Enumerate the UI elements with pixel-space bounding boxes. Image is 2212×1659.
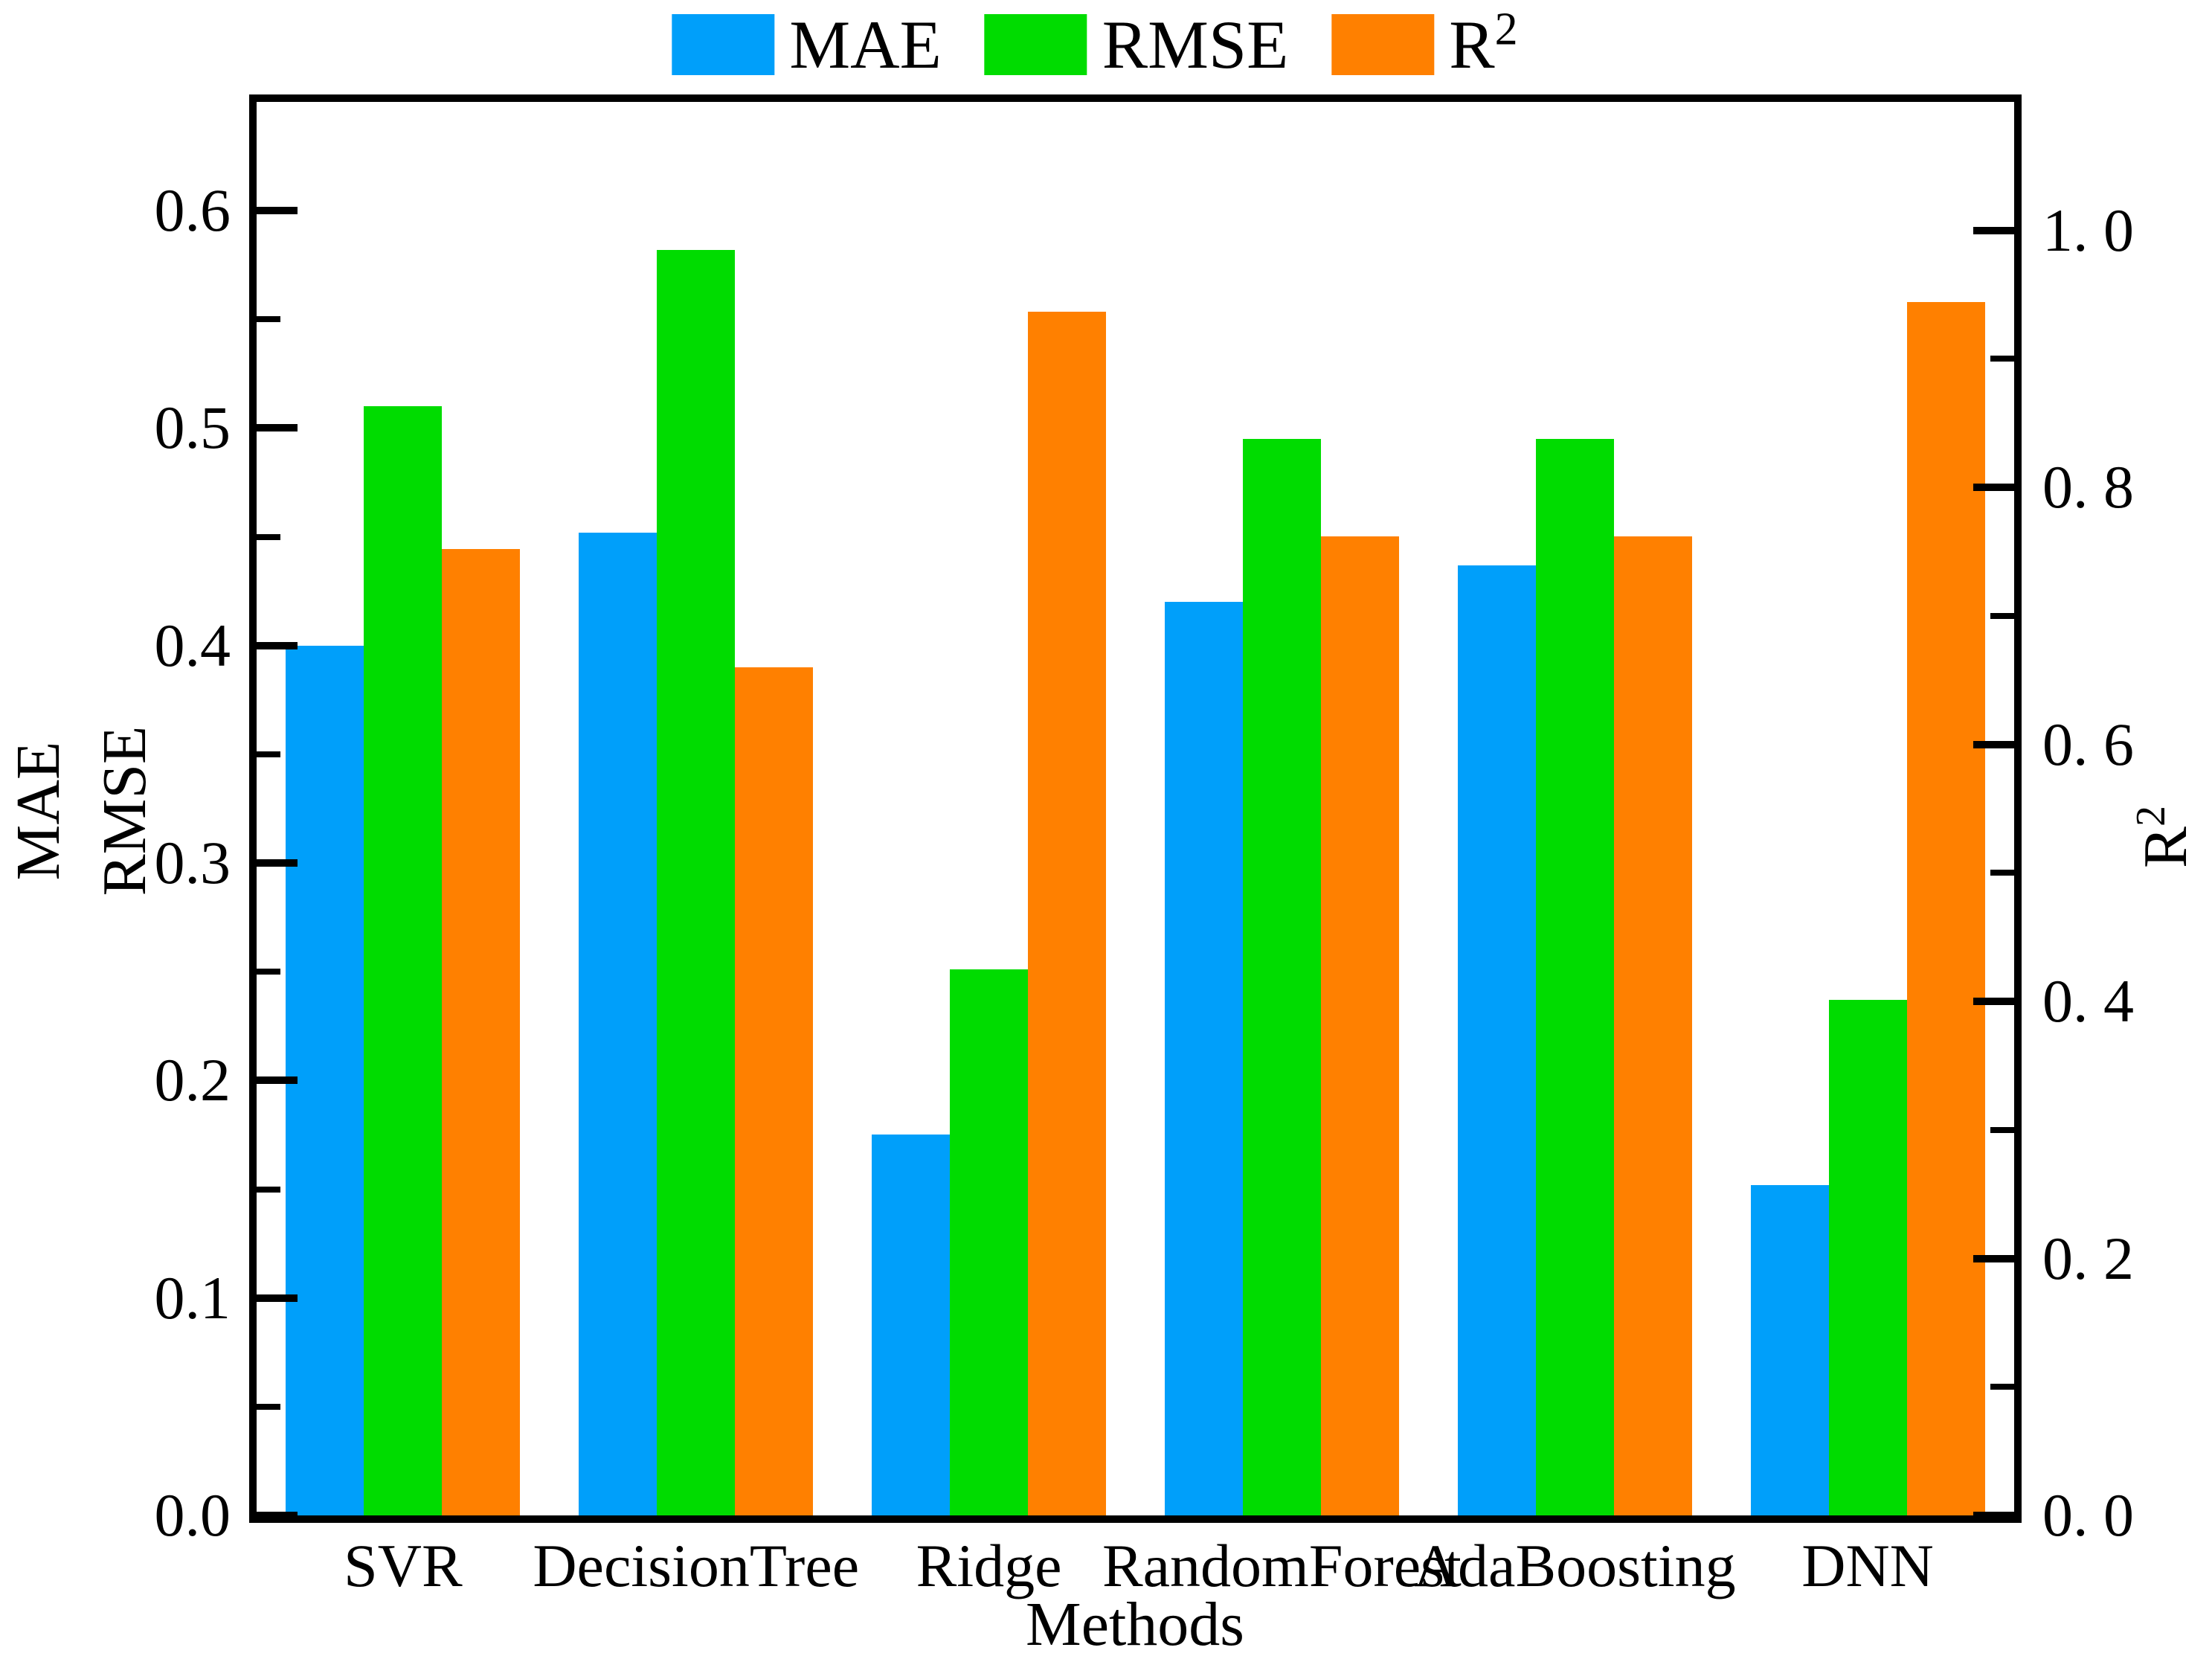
left-minor-tick bbox=[257, 533, 280, 540]
left-major-tick-0.6 bbox=[257, 207, 298, 215]
bar-rmse-decisiontree bbox=[657, 249, 736, 1515]
x-tick-label-svr: SVR bbox=[344, 1532, 463, 1599]
bar-rmse-randomforest bbox=[1242, 439, 1321, 1515]
right-major-tick-0.2 bbox=[1973, 1254, 2014, 1262]
bar-r2-ridge bbox=[1028, 311, 1107, 1515]
bar-rmse-dnn bbox=[1828, 1000, 1907, 1515]
plot-area bbox=[249, 94, 2022, 1523]
left-minor-tick bbox=[257, 1186, 280, 1193]
legend-item-mae: MAE bbox=[672, 7, 942, 83]
bar-rmse-ridge bbox=[950, 969, 1029, 1515]
left-tick-label-0.1: 0.1 bbox=[154, 1263, 231, 1332]
left-axis-title-mae: MAE bbox=[4, 741, 73, 881]
right-major-tick-1 bbox=[1973, 226, 2014, 234]
right-major-tick-0.6 bbox=[1973, 740, 2014, 748]
left-tick-label-0.6: 0.6 bbox=[154, 176, 231, 245]
x-tick-label-dnn: DNN bbox=[1801, 1532, 1934, 1599]
left-minor-tick bbox=[257, 316, 280, 323]
rmse-swatch bbox=[984, 14, 1087, 75]
bar-rmse-adaboosting bbox=[1535, 439, 1614, 1515]
left-minor-tick bbox=[257, 1403, 280, 1410]
legend-label-mae: MAE bbox=[789, 7, 942, 83]
bar-r2-svr bbox=[442, 549, 521, 1515]
bar-mae-randomforest bbox=[1164, 602, 1243, 1515]
legend-label-rmse: RMSE bbox=[1102, 7, 1289, 83]
right-tick-label-0: 0. 0 bbox=[2042, 1481, 2134, 1549]
left-tick-label-0.2: 0.2 bbox=[154, 1046, 231, 1114]
left-tick-label-0.5: 0.5 bbox=[154, 394, 231, 462]
left-minor-tick bbox=[257, 751, 280, 757]
right-tick-label-0.4: 0. 4 bbox=[2042, 967, 2134, 1036]
right-tick-label-0.8: 0. 8 bbox=[2042, 453, 2134, 522]
bar-r2-adaboosting bbox=[1613, 536, 1692, 1515]
x-tick-label-decisiontree: DecisionTree bbox=[533, 1532, 860, 1599]
right-axis-title: R2 bbox=[2128, 805, 2200, 869]
right-minor-tick bbox=[1990, 1384, 2014, 1390]
x-axis-title: Methods bbox=[1026, 1590, 1244, 1659]
bar-mae-dnn bbox=[1750, 1184, 1829, 1515]
right-minor-tick bbox=[1990, 356, 2014, 362]
right-major-tick-0.8 bbox=[1973, 484, 2014, 492]
right-tick-label-1: 1. 0 bbox=[2042, 196, 2134, 264]
x-tick-label-ridge: Ridge bbox=[916, 1532, 1062, 1599]
bar-rmse-svr bbox=[364, 406, 443, 1515]
legend-item-r2: R2 bbox=[1331, 4, 1518, 83]
right-major-tick-0 bbox=[1973, 1512, 2014, 1519]
left-major-tick-0.3 bbox=[257, 859, 298, 867]
legend-label-r2: R2 bbox=[1449, 4, 1518, 83]
bar-mae-adaboosting bbox=[1457, 565, 1536, 1515]
bar-r2-decisiontree bbox=[735, 667, 814, 1515]
left-tick-label-0.4: 0.4 bbox=[154, 611, 231, 679]
right-minor-tick bbox=[1990, 1126, 2014, 1133]
right-tick-label-0.6: 0. 6 bbox=[2042, 710, 2134, 778]
bar-mae-svr bbox=[286, 645, 364, 1515]
left-minor-tick bbox=[257, 969, 280, 975]
bar-mae-ridge bbox=[872, 1135, 951, 1515]
left-major-tick-0.0 bbox=[257, 1512, 298, 1519]
right-major-tick-0.4 bbox=[1973, 998, 2014, 1006]
bar-mae-decisiontree bbox=[579, 532, 658, 1515]
left-major-tick-0.1 bbox=[257, 1294, 298, 1302]
right-minor-tick bbox=[1990, 612, 2014, 619]
left-major-tick-0.4 bbox=[257, 641, 298, 649]
x-tick-label-randomforest: RandomForest bbox=[1102, 1532, 1462, 1599]
right-minor-tick bbox=[1990, 870, 2014, 876]
left-tick-label-0.0: 0.0 bbox=[154, 1481, 231, 1549]
legend: MAE RMSE R2 bbox=[672, 4, 1540, 83]
right-tick-label-0.2: 0. 2 bbox=[2042, 1224, 2134, 1292]
left-major-tick-0.5 bbox=[257, 424, 298, 432]
bar-r2-randomforest bbox=[1320, 536, 1399, 1515]
r2-swatch bbox=[1331, 14, 1435, 75]
left-tick-label-0.3: 0.3 bbox=[154, 829, 231, 897]
legend-item-rmse: RMSE bbox=[984, 7, 1289, 83]
left-major-tick-0.2 bbox=[257, 1076, 298, 1085]
bar-r2-dnn bbox=[1906, 302, 1985, 1515]
mae-swatch bbox=[672, 14, 775, 75]
x-tick-label-adaboosting: AdaBoosting bbox=[1413, 1532, 1736, 1599]
